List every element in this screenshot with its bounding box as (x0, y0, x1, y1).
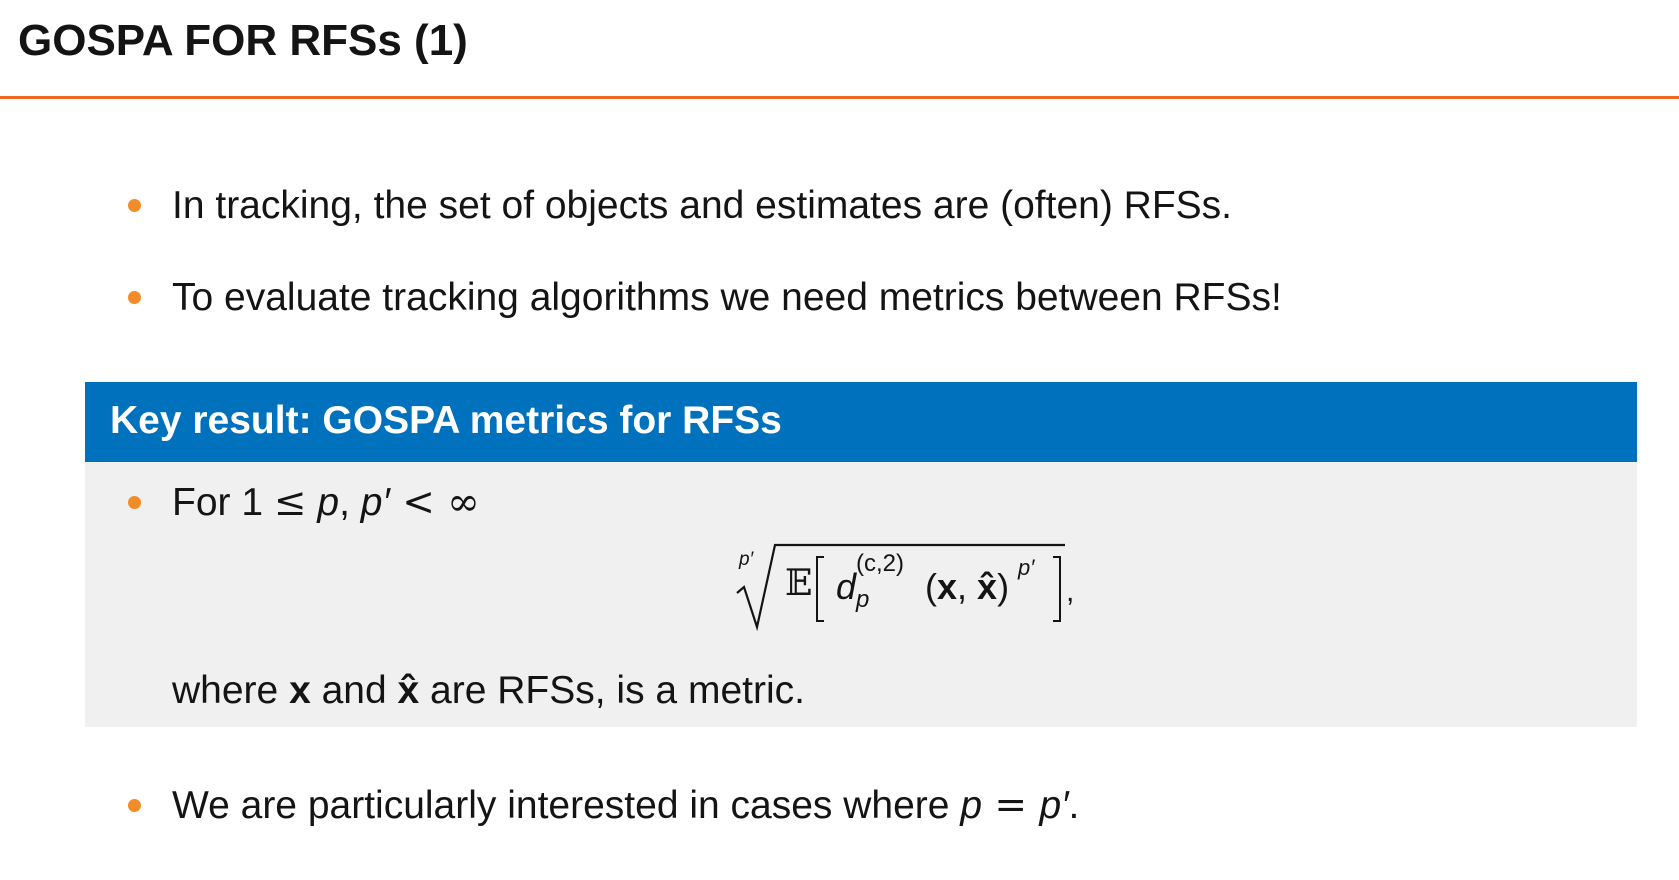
var-x: x (937, 566, 958, 607)
bullet-dot-icon (128, 199, 141, 212)
key-result-header: Key result: GOSPA metrics for RFSs (85, 382, 1637, 462)
eq-symbol: = (982, 783, 1040, 828)
paren-close: ) (997, 566, 1010, 607)
key-result-title: Key result: GOSPA metrics for RFSs (110, 399, 782, 442)
slide-title: GOSPA FOR RFSs (1) (18, 16, 468, 65)
radical-sign (736, 543, 1065, 632)
infinity-symbol: ∞ (447, 480, 480, 525)
root-index: p′ (739, 549, 754, 570)
var-p-prime: p′ (360, 481, 390, 524)
distance-superscript: (c,2) (856, 550, 904, 578)
power: p′ (1018, 555, 1035, 580)
bullet-text: To evaluate tracking algorithms we need … (172, 276, 1282, 319)
condition-lead: For 1 (172, 481, 274, 524)
where-line: where x and x̂ are RFSs, is a metric. (172, 668, 805, 714)
var-p-prime: p′ (1039, 784, 1069, 827)
bullet-dot-icon (128, 496, 141, 509)
comma: , (339, 481, 361, 524)
leq-symbol: ≤ (273, 480, 307, 525)
title-divider (0, 96, 1679, 99)
bullet-dot-icon (128, 799, 141, 812)
var-x: x (289, 669, 311, 712)
period: . (1068, 784, 1080, 827)
bullet-dot-icon (128, 291, 141, 304)
paren-open: ( (925, 566, 937, 607)
var-x-hat: x̂ (397, 669, 420, 712)
key-result-block: Key result: GOSPA metrics for RFSs (85, 382, 1637, 727)
where-text: where (172, 669, 290, 712)
distance-subscript: p (856, 586, 870, 613)
final-lead: We are particularly interested in cases … (172, 784, 961, 827)
arg-sep: , (957, 566, 978, 607)
lt-symbol: < (389, 480, 448, 525)
var-x-hat: x̂ (977, 566, 998, 607)
var-p: p (960, 784, 983, 827)
formula-comma: , (1066, 575, 1075, 608)
distance-arguments: (x, x̂) (925, 566, 1009, 608)
where-and: and (310, 669, 398, 712)
expectation-symbol: 𝔼 (785, 563, 813, 604)
var-p: p (317, 481, 340, 524)
sup-text: (c,2) (856, 550, 904, 577)
gospa-formula: p′ 𝔼 d (c,2) p (x, x̂) p′ , (735, 543, 1080, 645)
condition-text: For 1 ≤ p, p′ < ∞ (172, 480, 480, 526)
bullet-text: In tracking, the set of objects and esti… (172, 184, 1232, 227)
distance-d: d (836, 566, 857, 607)
key-result-body (85, 462, 1637, 727)
bullet-text: We are particularly interested in cases … (172, 783, 1079, 829)
where-tail: are RFSs, is a metric. (419, 669, 805, 712)
